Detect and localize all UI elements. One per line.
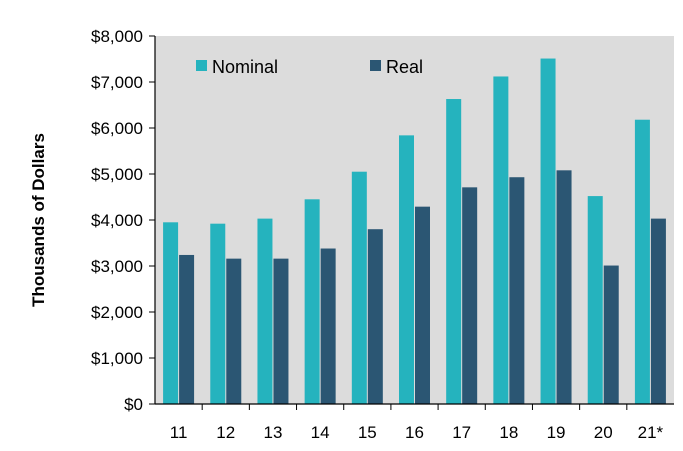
x-ticks-group: 11 12 13 14 15 16 17 18 19 20 21* — [170, 404, 664, 442]
bar-real-18 — [509, 177, 525, 404]
x-tick-label: 21* — [638, 423, 664, 442]
bar-real-12 — [226, 258, 242, 404]
bar-nominal-13 — [257, 218, 273, 404]
bar-real-15 — [367, 229, 383, 404]
x-tick-label: 18 — [499, 423, 518, 442]
y-tick-label: $8,000 — [91, 27, 143, 46]
legend-label-nominal: Nominal — [212, 57, 278, 77]
bar-real-17 — [462, 187, 478, 404]
bars-group — [163, 58, 666, 405]
x-tick-label: 19 — [547, 423, 566, 442]
y-ticks-group: $0 $1,000 $2,000 $3,000 $4,000 $5,000 $6,000 $7… — [91, 27, 155, 414]
legend-swatch-nominal — [196, 60, 207, 71]
plot-area — [155, 36, 674, 404]
bar-real-16 — [415, 206, 430, 404]
bar-nominal-17 — [446, 99, 462, 405]
bar-real-19 — [556, 170, 572, 404]
y-tick-label: $4,000 — [91, 211, 143, 230]
bar-real-21star — [650, 218, 666, 404]
y-tick-label: $1,000 — [91, 349, 143, 368]
x-tick-label: 12 — [216, 423, 235, 442]
y-tick-label: $6,000 — [91, 119, 143, 138]
legend: Nominal Real — [196, 57, 423, 77]
x-tick-label: 13 — [263, 423, 282, 442]
x-tick-label: 15 — [358, 423, 377, 442]
y-tick-label: $3,000 — [91, 257, 143, 276]
x-tick-label: 16 — [405, 423, 424, 442]
bar-nominal-14 — [304, 199, 320, 404]
bar-real-11 — [179, 254, 195, 404]
x-tick-label: 14 — [311, 423, 330, 442]
bar-real-20 — [603, 265, 619, 404]
legend-label-real: Real — [386, 57, 423, 77]
y-tick-label: $2,000 — [91, 303, 143, 322]
bar-real-14 — [320, 248, 336, 404]
x-tick-label: 20 — [594, 423, 613, 442]
bar-nominal-11 — [163, 222, 179, 404]
bar-nominal-21star — [634, 119, 650, 404]
bar-nominal-15 — [351, 171, 367, 404]
x-tick-label: 11 — [170, 423, 188, 442]
legend-swatch-real — [370, 60, 381, 71]
bar-real-13 — [273, 258, 289, 404]
y-axis-label: Thousands of Dollars — [29, 133, 48, 307]
x-tick-label: 17 — [452, 423, 471, 442]
y-tick-label: $0 — [124, 395, 143, 414]
bar-nominal-20 — [587, 196, 603, 404]
bar-nominal-12 — [210, 223, 226, 404]
bar-nominal-19 — [540, 58, 556, 404]
bar-nominal-18 — [493, 76, 509, 404]
bar-nominal-16 — [399, 135, 414, 405]
y-tick-label: $5,000 — [91, 165, 143, 184]
y-tick-label: $7,000 — [91, 73, 143, 92]
